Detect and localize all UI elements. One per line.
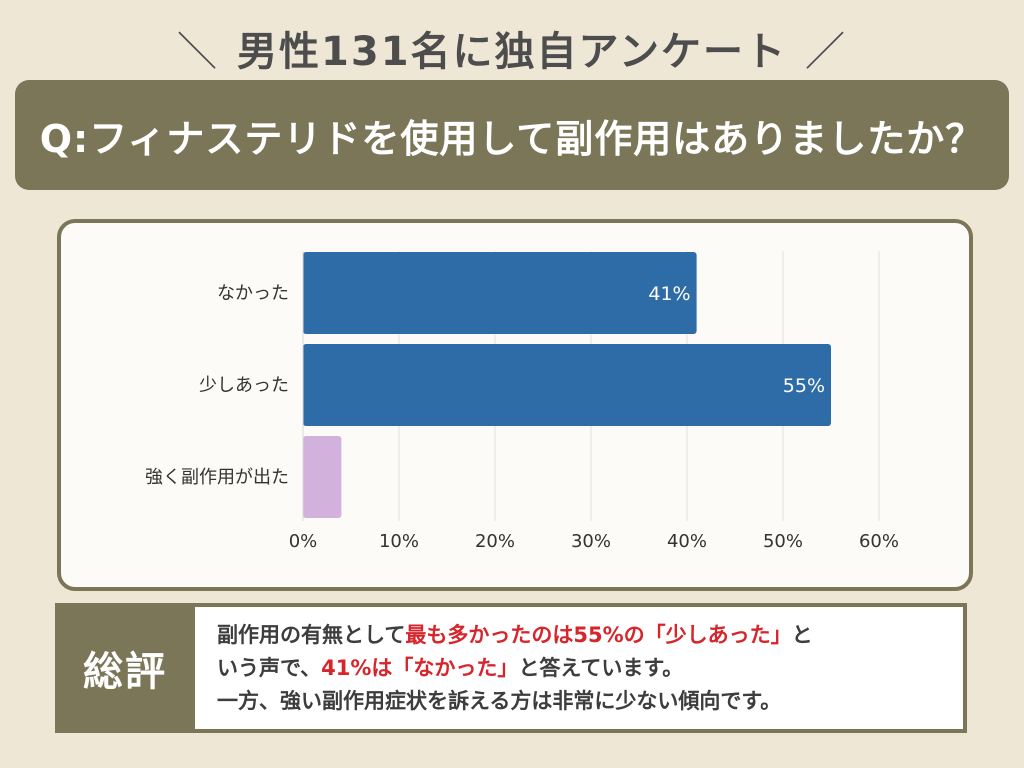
- x-tick-label: 0%: [289, 531, 318, 552]
- data-label: 41%: [648, 283, 690, 305]
- x-tick-label: 30%: [571, 531, 611, 552]
- summary-line-3: 一方、強い副作用症状を訴える方は非常に少ない傾向です。: [217, 689, 782, 713]
- bar-chart: 0% 10% 20% 30% 40% 50% 60% なかった 41% 少しあった 55% 強く副作用…: [145, 251, 899, 552]
- bar: [303, 436, 342, 518]
- x-tick-label: 40%: [667, 531, 707, 552]
- category-label: 強く副作用が出た: [145, 467, 289, 488]
- category-label: 少しあった: [199, 375, 289, 396]
- slash-right-decoration: ／: [804, 29, 847, 75]
- bar: [303, 344, 831, 426]
- summary-line-2: いう声で、41%は「なかった」と答えています。: [217, 652, 947, 685]
- summary-text-segment: 副作用の有無として: [217, 623, 406, 647]
- summary-text: 副作用の有無として最も多かったのは55%の「少しあった」と いう声で、41%は「…: [195, 607, 963, 729]
- survey-header-title: 男性131名に独自アンケート: [237, 29, 787, 75]
- survey-header: ＼ 男性131名に独自アンケート ／: [0, 18, 1024, 78]
- category-label: なかった: [217, 283, 289, 304]
- x-tick-label: 60%: [859, 531, 899, 552]
- summary-highlight: 最も多かったのは55%の「少しあった」: [405, 623, 792, 647]
- bar: [303, 252, 697, 334]
- slash-left-decoration: ＼: [177, 29, 220, 75]
- x-tick-label: 20%: [475, 531, 515, 552]
- question-banner: Q:フィナステリドを使用して副作用はありましたか？: [15, 80, 1009, 190]
- data-label: 55%: [783, 375, 825, 397]
- question-text: Q:フィナステリドを使用して副作用はありましたか？: [39, 116, 985, 161]
- x-tick-label: 10%: [379, 531, 419, 552]
- summary-text-segment: と答えています。: [518, 656, 684, 680]
- summary-label: 総評: [83, 649, 167, 695]
- summary-text-segment: いう声で、: [217, 656, 322, 680]
- x-tick-label: 50%: [763, 531, 803, 552]
- chart-card: 0% 10% 20% 30% 40% 50% 60% なかった 41% 少しあった 55% 強く副作用…: [57, 219, 973, 591]
- summary-line-1: 副作用の有無として最も多かったのは55%の「少しあった」と: [217, 619, 947, 652]
- summary-highlight: 41%は「なかった」: [321, 656, 519, 680]
- summary-text-segment: と: [791, 623, 813, 647]
- summary-box: 総評 副作用の有無として最も多かったのは55%の「少しあった」と いう声で、41…: [55, 603, 967, 733]
